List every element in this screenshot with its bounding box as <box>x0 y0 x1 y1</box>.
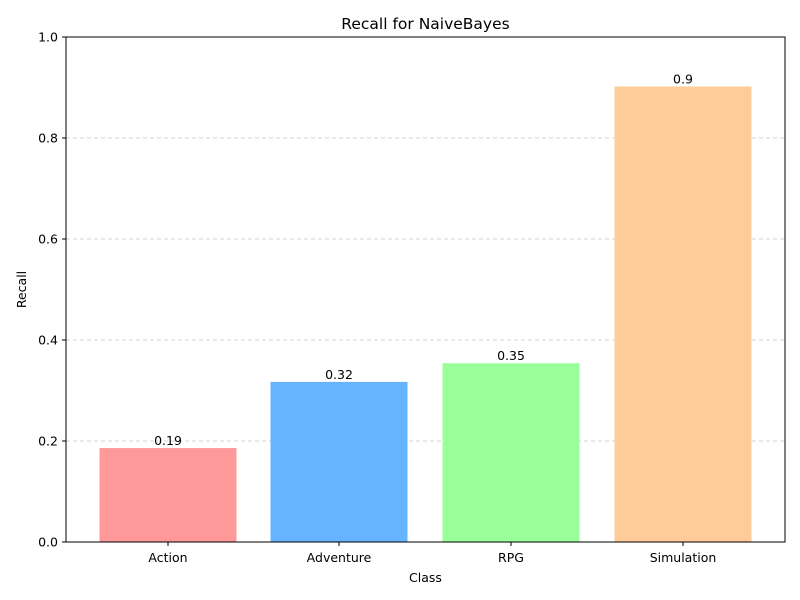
x-tick-label: Adventure <box>307 550 372 565</box>
x-axis-label: Class <box>409 570 442 585</box>
data-labels: 0.19 0.32 0.35 0.9 <box>154 71 693 448</box>
chart-title: Recall for NaiveBayes <box>341 15 509 33</box>
y-axis-label: Recall <box>14 271 29 308</box>
grid-layer <box>66 137 785 442</box>
bar-action <box>99 448 237 542</box>
y-tick-label: 0.0 <box>38 535 58 550</box>
y-tick-label: 0.8 <box>38 131 58 146</box>
bar-layer <box>99 86 752 543</box>
plot-frame <box>65 36 786 543</box>
data-label: 0.9 <box>673 71 693 86</box>
y-tick-label: 0.4 <box>38 333 58 348</box>
bar-simulation <box>614 86 752 543</box>
y-tick-label: 0.6 <box>38 232 58 247</box>
y-tick-label: 1.0 <box>38 30 58 45</box>
x-tick-label: Simulation <box>650 550 717 565</box>
data-label: 0.19 <box>154 433 182 448</box>
y-axis-ticks: 0.0 0.2 0.4 0.6 0.8 1.0 <box>38 30 66 550</box>
y-tick-label: 0.2 <box>38 434 58 449</box>
data-label: 0.32 <box>325 367 353 382</box>
bar-rpg <box>442 363 580 542</box>
x-tick-label: Action <box>148 550 187 565</box>
x-tick-label: RPG <box>498 550 524 565</box>
bar-adventure <box>270 381 408 542</box>
x-axis-ticks: Action Adventure RPG Simulation <box>148 542 716 565</box>
data-label: 0.35 <box>497 348 525 363</box>
